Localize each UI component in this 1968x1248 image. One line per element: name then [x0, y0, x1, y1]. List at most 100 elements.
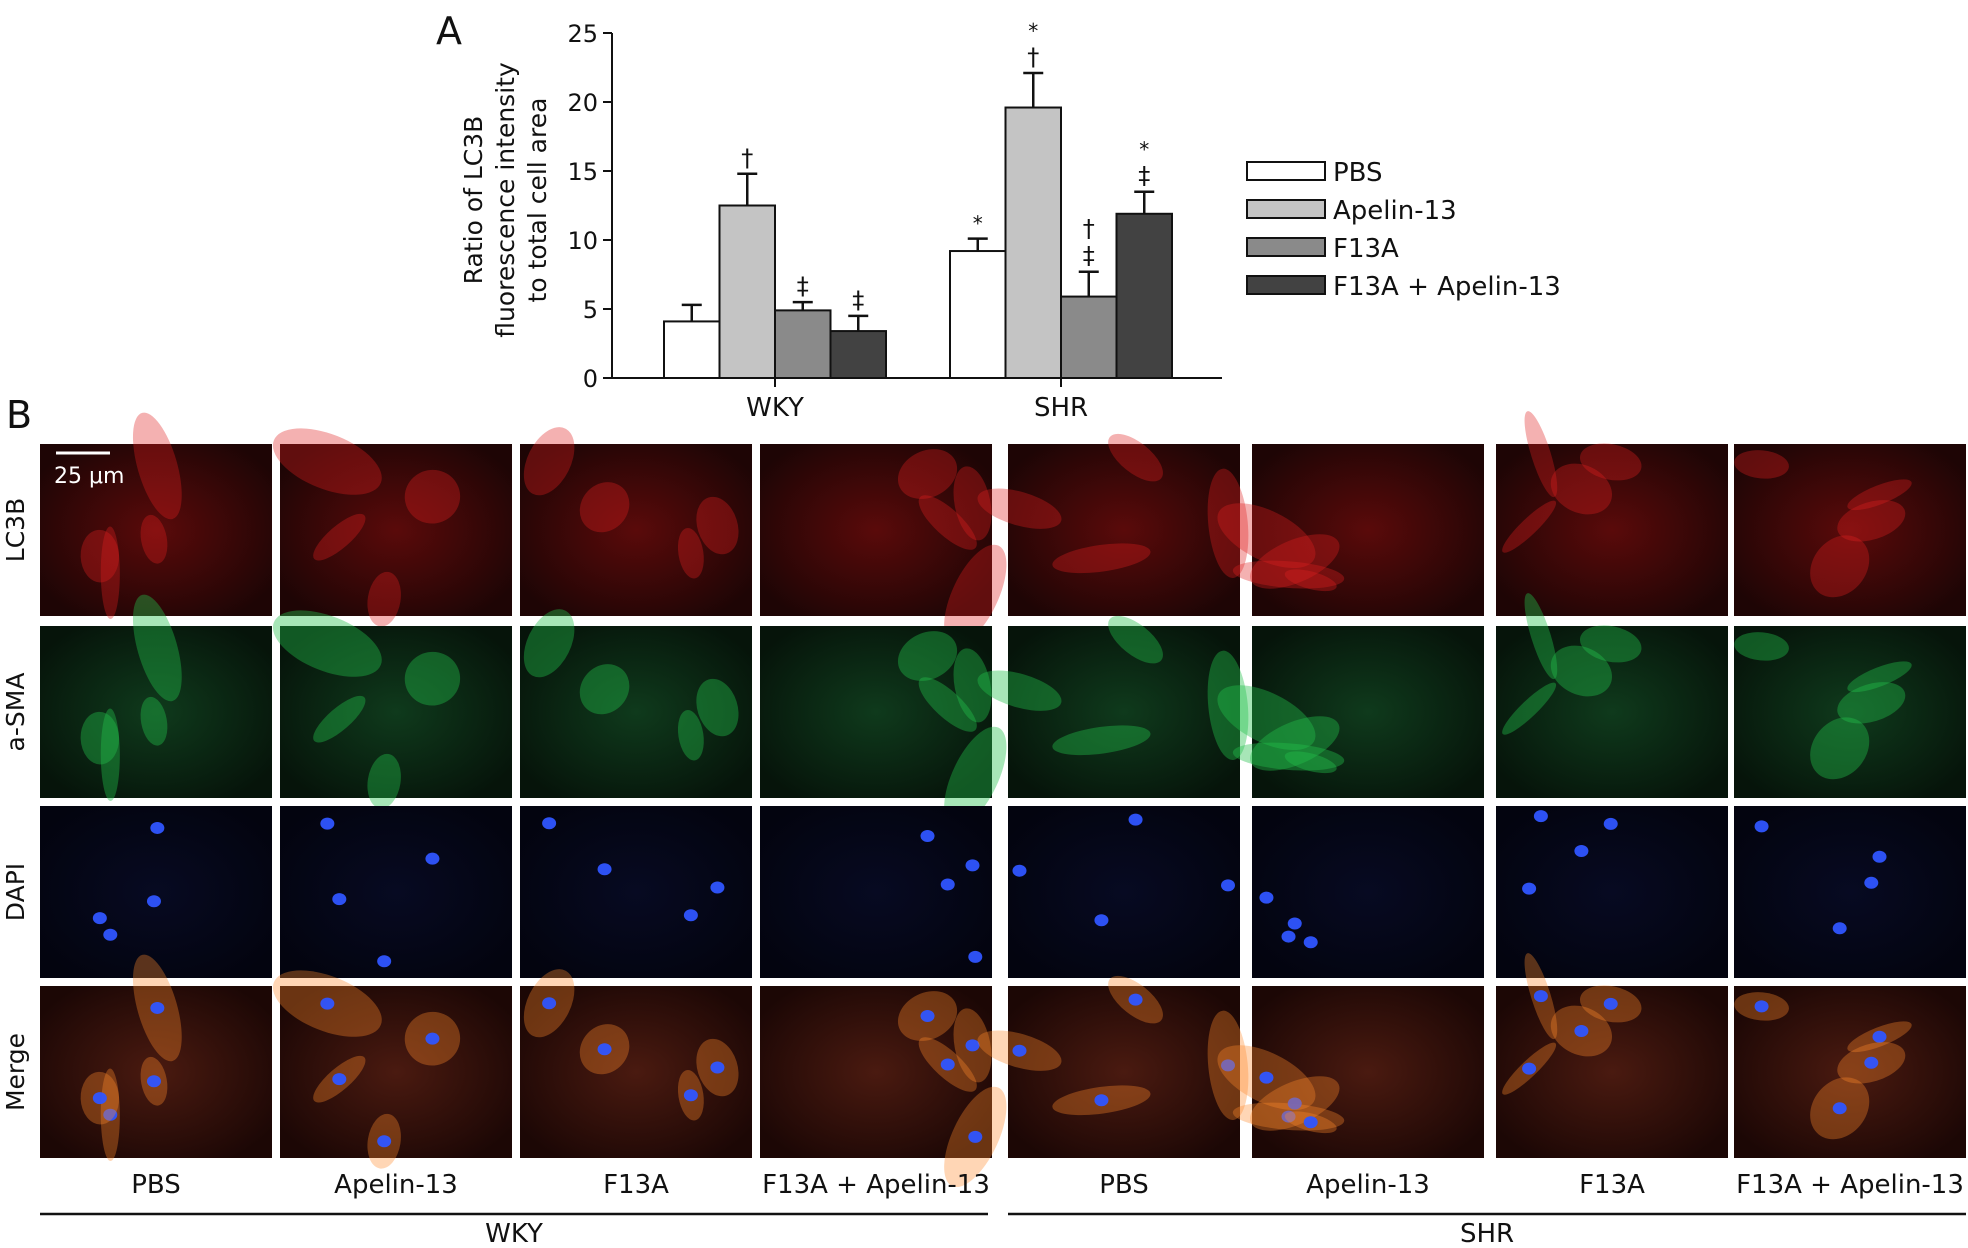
cell-stain [1249, 534, 1340, 589]
cell-stain [677, 528, 704, 579]
nucleus [1303, 1116, 1318, 1129]
cell-stain [1217, 503, 1316, 569]
nucleus [332, 893, 347, 906]
significance-mark: † [741, 144, 753, 172]
nucleus [150, 1001, 165, 1014]
micrograph [760, 444, 1007, 646]
micrograph-background [280, 806, 512, 978]
nucleus [940, 878, 955, 891]
micrograph-background [40, 626, 272, 798]
nucleus [1754, 820, 1769, 833]
nucleus [683, 1089, 698, 1102]
cell-stain [1847, 661, 1912, 693]
micrograph-background [1496, 444, 1728, 616]
cell-stain [696, 496, 739, 555]
micrograph-background [1008, 626, 1240, 798]
cell-stain [1837, 682, 1906, 724]
micrograph [1734, 986, 1966, 1158]
column-label: PBS [131, 1170, 181, 1200]
micrograph-background [280, 986, 512, 1158]
cell-stain [1524, 411, 1558, 498]
nucleus [332, 1073, 347, 1086]
significance-mark: † [1083, 215, 1095, 243]
cell-stain [132, 594, 182, 702]
nucleus [542, 817, 557, 830]
nucleus [377, 1135, 392, 1148]
micrograph [1496, 411, 1728, 616]
row-label: a-SMA [1, 673, 30, 752]
panel-b-label: B [6, 393, 32, 437]
micrograph [1734, 806, 1966, 978]
micrograph [520, 969, 752, 1158]
cell-stain [1284, 751, 1337, 774]
cell-stain [1232, 560, 1345, 589]
micrograph [760, 986, 1007, 1188]
significance-mark: † [1027, 43, 1039, 71]
y-tick-label: 25 [567, 20, 598, 48]
panel-a-label: A [436, 9, 462, 53]
bar [1004, 106, 1062, 380]
cell-stain [1217, 685, 1316, 751]
column-label: F13A + Apelin-13 [762, 1170, 990, 1200]
micrograph [520, 427, 752, 616]
nucleus [1220, 879, 1235, 892]
micrograph [40, 954, 272, 1162]
nucleus [1259, 891, 1274, 904]
cell-stain [404, 469, 461, 524]
cell-stain [1847, 479, 1912, 511]
microscopy-grid: PBS Apelin-13 F13A F13A + Apelin-13 PBS Apeli… [1, 411, 1966, 1248]
micrograph-background [1734, 444, 1966, 616]
nucleus [920, 1010, 935, 1023]
legend: PBS Apelin-13 F13A F13A + Apelin-13 [1246, 158, 1561, 302]
significance-mark: * [1139, 138, 1149, 162]
cell-stain [1837, 500, 1906, 542]
cell-stain [404, 651, 461, 706]
nucleus [1303, 936, 1318, 949]
micrograph-background [1252, 986, 1484, 1158]
nucleus [1533, 810, 1548, 823]
nucleus [150, 821, 165, 834]
cell-stain [977, 670, 1062, 711]
y-tick-label: 20 [567, 89, 598, 117]
micrograph [272, 610, 512, 809]
legend-swatch [1246, 199, 1326, 219]
micrograph-background [760, 806, 992, 978]
nucleus [968, 1130, 983, 1143]
cell-stain [918, 677, 977, 732]
nucleus [425, 852, 440, 865]
cell-stain [1810, 717, 1870, 780]
nucleus [1864, 1056, 1879, 1069]
micrograph [520, 806, 752, 978]
y-axis-label-line-3: to total cell area [523, 98, 552, 303]
micrograph [1734, 444, 1966, 616]
nucleus [965, 1039, 980, 1052]
cell-stain [1734, 632, 1789, 661]
nucleus [1522, 882, 1537, 895]
bar [1060, 295, 1118, 379]
cell-stain [1502, 500, 1557, 553]
x-tick-label: WKY [746, 393, 804, 423]
nucleus [1603, 997, 1618, 1010]
micrograph-background [1252, 806, 1484, 978]
cell-stain [579, 664, 630, 715]
group-label: WKY [485, 1219, 543, 1248]
legend-swatch [1246, 237, 1326, 257]
nucleus [920, 830, 935, 843]
cell-stain [1232, 742, 1345, 771]
x-tick-label: SHR [1034, 393, 1088, 423]
column-label: PBS [1099, 1170, 1149, 1200]
cell-stain [1579, 625, 1642, 663]
cell-stain [1108, 433, 1163, 482]
micrograph [272, 970, 512, 1169]
cell-stain [367, 571, 401, 627]
cell-stain [918, 495, 977, 550]
column-label: Apelin-13 [334, 1170, 458, 1200]
nucleus [1574, 845, 1589, 858]
micrograph [1217, 444, 1484, 616]
micrograph [760, 626, 1007, 828]
nucleus [425, 1032, 440, 1045]
row-label: LC3B [1, 498, 30, 562]
nucleus [683, 909, 698, 922]
